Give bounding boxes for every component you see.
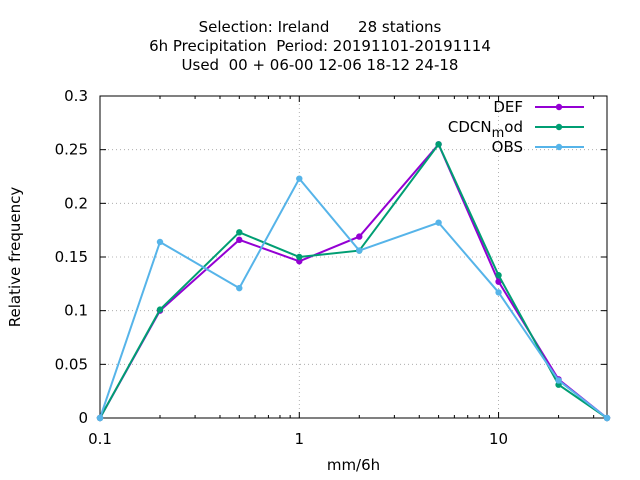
data-point (495, 289, 502, 296)
data-point (296, 175, 303, 182)
data-point (296, 253, 303, 261)
data-point (156, 238, 164, 246)
x-tick-label: 10 (489, 430, 508, 448)
legend-marker-1 (555, 103, 563, 111)
data-point (356, 233, 363, 240)
data-point (603, 414, 611, 422)
data-point (555, 377, 562, 384)
y-tick-label: 0.15 (55, 248, 88, 266)
legend-label-2: CDCNmod (448, 118, 523, 141)
data-point (236, 284, 243, 292)
y-tick-label: 0.2 (64, 194, 88, 212)
series-line-2 (99, 142, 608, 419)
series-line-1 (99, 142, 608, 419)
legend-marker-3 (555, 143, 563, 151)
data-point (236, 236, 243, 244)
y-tick-label: 0.1 (64, 302, 88, 320)
y-tick-label: 0.25 (55, 141, 88, 159)
data-point (435, 141, 442, 148)
data-point (495, 272, 502, 279)
y-tick-label: 0.3 (64, 87, 88, 105)
series-line-3 (99, 176, 608, 419)
x-axis-label: mm/6h (327, 456, 380, 474)
title-line-2: 6h Precipitation Period: 20191101-201911… (149, 37, 491, 55)
data-point (236, 229, 243, 236)
x-tick-label: 1 (295, 430, 305, 448)
title-line-1: Selection: Ireland 28 stations (198, 18, 442, 36)
data-point (96, 414, 104, 422)
y-axis-label: Relative frequency (6, 187, 24, 328)
data-point (356, 247, 363, 254)
y-tick-label: 0 (78, 409, 88, 427)
title-line-3: Used 00 + 06-00 12-06 18-12 24-18 (181, 56, 459, 74)
data-point (156, 306, 164, 313)
data-point (435, 219, 442, 226)
x-tick-label: 0.1 (88, 430, 112, 448)
legend-marker-2 (555, 123, 563, 131)
legend-label-3: OBS (492, 138, 523, 156)
y-tick-label: 0.05 (55, 355, 88, 373)
legend-label-1: DEF (493, 98, 523, 116)
